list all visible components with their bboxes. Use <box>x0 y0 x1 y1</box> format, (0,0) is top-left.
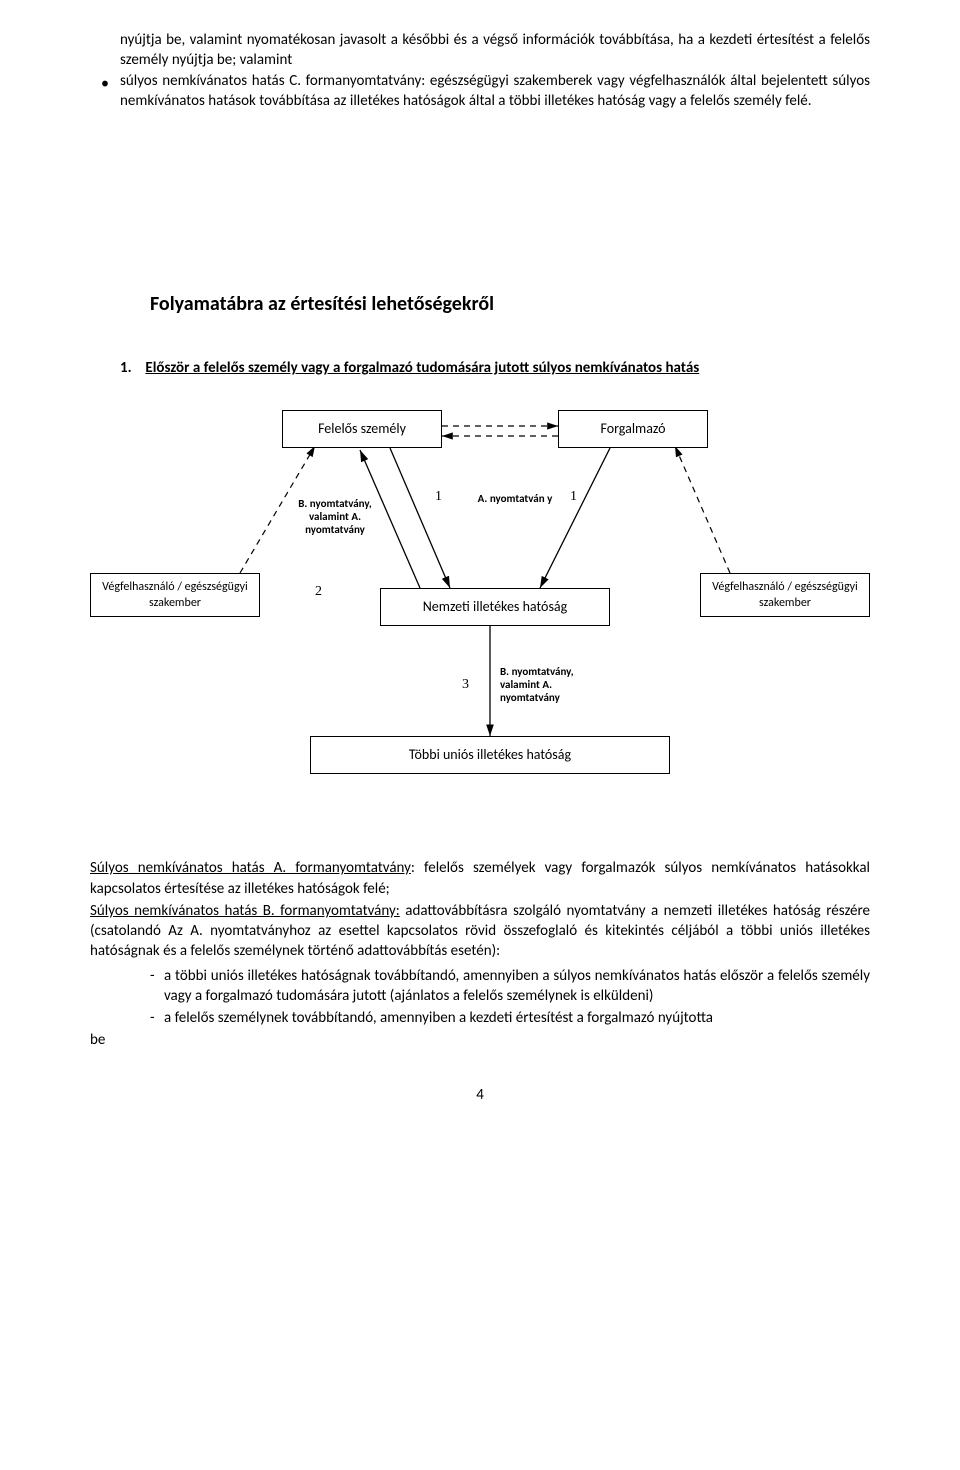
underline-form-b: Súlyos nemkívánatos hatás B. formanyomta… <box>90 902 400 920</box>
dash-icon: - <box>150 966 164 1007</box>
dash-icon: - <box>150 1008 164 1028</box>
section-title: Folyamatábra az értesítési lehetőségekrő… <box>150 291 870 318</box>
edge-num-3: 3 <box>462 676 469 695</box>
para-form-a: Súlyos nemkívánatos hatás A. formanyomta… <box>90 858 870 899</box>
list-item: - a többi uniós illetékes hatóságnak tov… <box>150 966 870 1007</box>
bullet-text: súlyos nemkívánatos hatás C. formanyomta… <box>120 71 870 112</box>
explanatory-text: Súlyos nemkívánatos hatás A. formanyomta… <box>90 858 870 1050</box>
numbered-item-1: 1. Először a felelős személy vagy a forg… <box>120 358 870 378</box>
node-vegfelhasznalo-left: Végfelhasználó / egészségügyi szakember <box>90 573 260 617</box>
bullet-dot-icon: • <box>90 71 120 95</box>
node-nemzeti-hatosag: Nemzeti illetékes hatóság <box>380 588 610 626</box>
list-text-2: a felelős személynek továbbítandó, amenn… <box>164 1008 870 1028</box>
list-item: - a felelős személynek továbbítandó, ame… <box>150 1008 870 1028</box>
para-form-b: Súlyos nemkívánatos hatás B. formanyomta… <box>90 901 870 962</box>
dash-list: - a többi uniós illetékes hatóságnak tov… <box>150 966 870 1029</box>
trailing-be: be <box>90 1030 870 1050</box>
label-b-nyomtatvany-left: B. nyomtatvány, valamint A. nyomtatvány <box>290 498 380 536</box>
node-vegfelhasznalo-right: Végfelhasználó / egészségügyi szakember <box>700 573 870 617</box>
edge-num-1b: 1 <box>570 488 577 507</box>
node-forgalmazo: Forgalmazó <box>558 410 708 448</box>
bullet-row: • súlyos nemkívánatos hatás C. formanyom… <box>90 71 870 112</box>
item-text: Először a felelős személy vagy a forgalm… <box>145 359 699 377</box>
label-a-nyomtatvany: A. nyomtatván y <box>475 493 555 506</box>
underline-form-a: Súlyos nemkívánatos hatás A. formanyomta… <box>90 859 411 877</box>
edge-num-2: 2 <box>315 583 322 602</box>
node-tobbi-hatosag: Többi uniós illetékes hatóság <box>310 736 670 774</box>
label-b-nyomtatvany-bottom: B. nyomtatvány, valamint A. nyomtatvány <box>500 666 605 704</box>
edge-num-1a: 1 <box>435 488 442 507</box>
intro-block: nyújtja be, valamint nyomatékosan javaso… <box>90 30 870 111</box>
flow-diagram: Felelős személy Forgalmazó Végfelhasznál… <box>90 408 870 838</box>
intro-line1: nyújtja be, valamint nyomatékosan javaso… <box>120 30 870 71</box>
list-text-1: a többi uniós illetékes hatóságnak továb… <box>164 966 870 1007</box>
node-felelos-szemely: Felelős személy <box>282 410 442 448</box>
page-number: 4 <box>90 1085 870 1105</box>
item-number: 1. <box>120 358 142 378</box>
